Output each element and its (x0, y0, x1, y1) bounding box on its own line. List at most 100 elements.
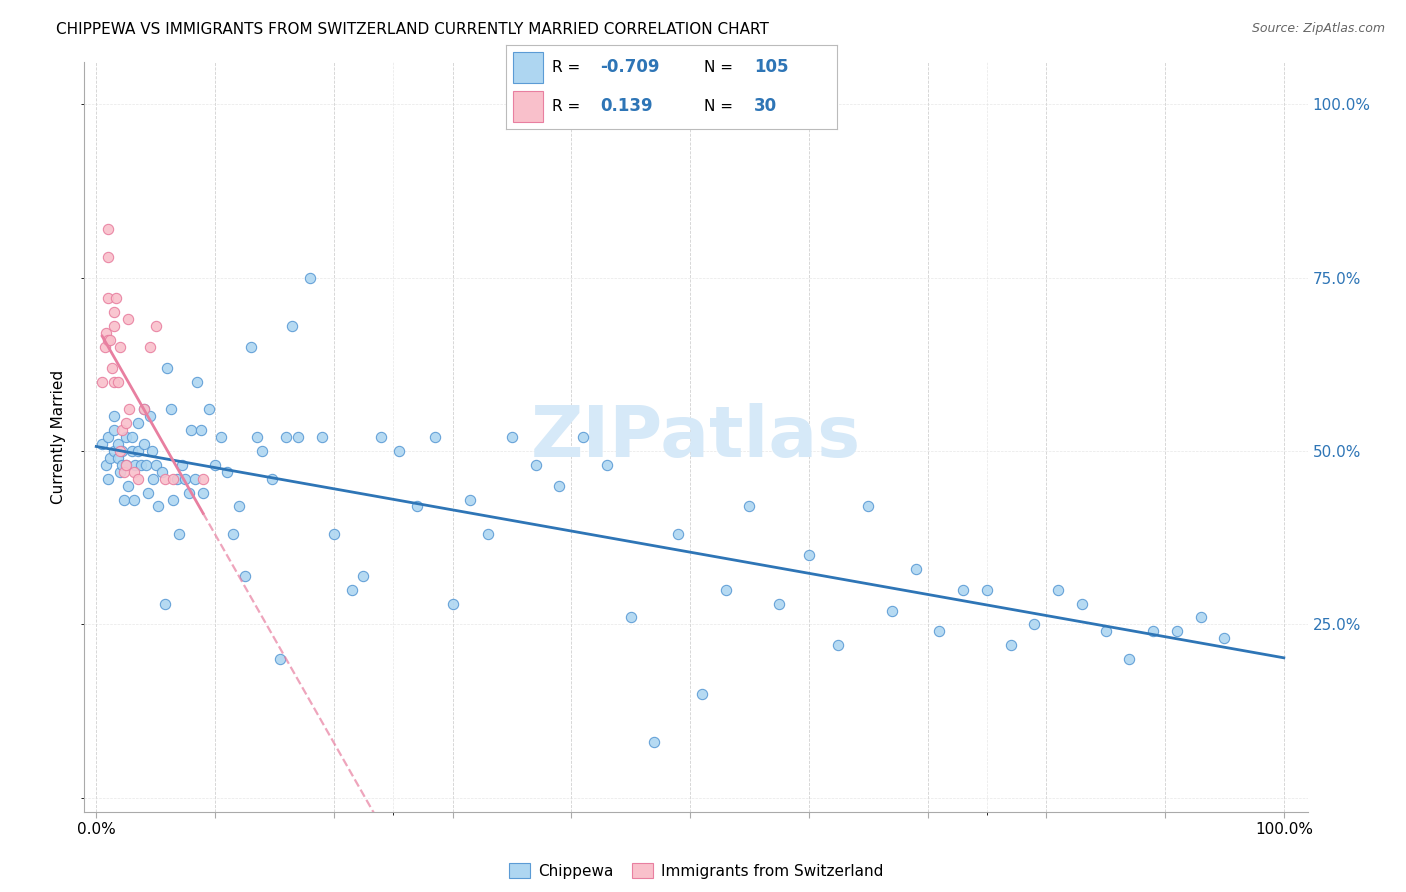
Point (276, 430, 298, 444)
Point (596, 458, 619, 472)
Text: Source: ZipAtlas.com: Source: ZipAtlas.com (1251, 22, 1385, 36)
Legend: Chippewa, Immigrants from Switzerland: Chippewa, Immigrants from Switzerland (509, 863, 883, 879)
Point (107, 437, 129, 451)
Point (115, 416, 138, 430)
Point (127, 416, 149, 430)
Point (112, 465, 135, 479)
Point (501, 430, 523, 444)
Point (190, 423, 212, 437)
Point (122, 465, 145, 479)
Point (322, 527, 344, 541)
Point (269, 652, 291, 666)
Point (180, 423, 202, 437)
Point (132, 437, 155, 451)
Point (103, 423, 125, 437)
Point (156, 360, 179, 375)
Point (103, 375, 125, 389)
Point (115, 430, 138, 444)
Point (127, 472, 149, 486)
Point (797, 548, 820, 562)
Point (121, 430, 143, 444)
Point (441, 597, 464, 611)
Point (340, 582, 363, 597)
Point (191, 485, 214, 500)
Point (138, 485, 160, 500)
Point (827, 638, 849, 652)
Point (105, 291, 128, 305)
Point (477, 527, 499, 541)
Point (311, 430, 333, 444)
Point (880, 603, 903, 617)
Point (184, 472, 207, 486)
Point (166, 472, 188, 486)
Point (690, 687, 713, 701)
Point (177, 485, 200, 500)
FancyBboxPatch shape (513, 53, 543, 83)
Point (572, 430, 595, 444)
Point (198, 402, 221, 417)
Point (122, 492, 145, 507)
Point (100, 360, 122, 375)
Point (186, 375, 208, 389)
Point (281, 319, 304, 334)
Text: N =: N = (704, 60, 738, 75)
Point (620, 610, 643, 624)
Point (97, 430, 120, 444)
Text: R =: R = (553, 99, 585, 114)
Point (97, 472, 120, 486)
Point (117, 478, 139, 492)
Point (160, 402, 183, 417)
Point (666, 527, 689, 541)
Point (1071, 597, 1094, 611)
Point (643, 735, 665, 749)
Point (170, 458, 193, 472)
Point (94, 458, 117, 472)
Point (153, 472, 176, 486)
Point (423, 430, 446, 444)
Point (145, 319, 167, 334)
Point (370, 430, 392, 444)
Point (1000, 638, 1022, 652)
Point (1166, 624, 1188, 639)
Point (239, 340, 262, 354)
Point (108, 465, 131, 479)
Point (135, 458, 157, 472)
Point (112, 492, 135, 507)
Point (145, 458, 167, 472)
Point (252, 444, 274, 458)
Point (93, 340, 115, 354)
Point (97, 291, 120, 305)
Point (245, 430, 267, 444)
Point (952, 582, 974, 597)
Point (91, 375, 114, 389)
Point (111, 458, 134, 472)
Text: N =: N = (704, 99, 738, 114)
Point (1024, 617, 1046, 632)
Point (222, 527, 245, 541)
Point (298, 270, 321, 285)
Point (388, 444, 411, 458)
Point (228, 500, 250, 514)
Point (132, 402, 155, 417)
Point (174, 472, 197, 486)
Point (146, 500, 169, 514)
Point (204, 458, 226, 472)
Point (97, 222, 120, 236)
Point (132, 402, 155, 417)
Point (97, 333, 120, 347)
Point (141, 444, 163, 458)
Point (94, 326, 117, 340)
Point (118, 402, 141, 417)
Point (169, 527, 191, 541)
Text: -0.709: -0.709 (600, 59, 659, 77)
Point (100, 450, 122, 465)
Point (107, 450, 129, 465)
Text: 105: 105 (754, 59, 789, 77)
Point (97, 250, 120, 264)
Point (162, 492, 184, 507)
Point (856, 500, 879, 514)
Point (460, 492, 482, 507)
Point (103, 319, 125, 334)
Point (108, 444, 131, 458)
Point (548, 478, 571, 492)
